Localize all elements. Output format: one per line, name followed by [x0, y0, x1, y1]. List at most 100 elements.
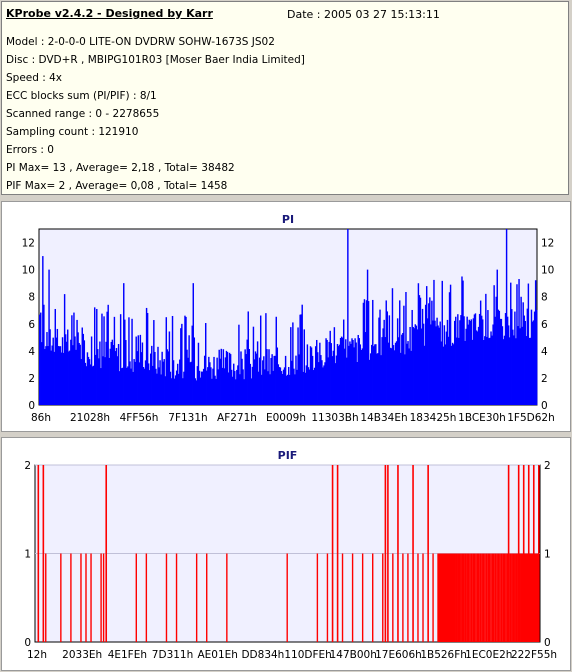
pif-bar	[443, 553, 446, 642]
pi-bar	[239, 374, 241, 405]
pi-bar	[399, 300, 401, 405]
pi-bar	[270, 357, 272, 405]
pif-xtick: 12h	[27, 649, 47, 661]
pi-bar	[448, 292, 451, 405]
pi-bar	[378, 317, 380, 405]
pi-bar	[146, 312, 149, 405]
pif-bar	[472, 553, 475, 642]
pi-bar	[159, 360, 161, 405]
pi-bar	[268, 349, 270, 405]
pi-bar	[214, 375, 216, 405]
pi-bar	[295, 355, 297, 405]
pi-bar	[342, 319, 345, 405]
pif-bar	[484, 553, 486, 642]
pi-bar	[118, 371, 121, 405]
pi-bar	[501, 326, 504, 405]
pi-bar	[209, 362, 211, 405]
pi-bar	[157, 346, 159, 405]
pi-bar	[143, 368, 146, 405]
pi-bar	[243, 379, 245, 405]
pif-bar	[526, 553, 529, 642]
pi-bar	[180, 328, 182, 405]
pif-bar	[102, 553, 105, 642]
pi-bar	[516, 284, 518, 405]
pi-bar	[360, 349, 363, 405]
pi-bar	[491, 335, 493, 405]
pi-bar	[529, 337, 532, 405]
pi-bar	[517, 326, 519, 405]
pi-bar	[311, 355, 314, 405]
pi-ytick-left: 0	[28, 400, 35, 412]
pi-bar	[388, 315, 391, 405]
pi-bar	[283, 367, 286, 405]
pi-bar	[206, 370, 208, 405]
pif-bar	[446, 553, 449, 642]
pi-bar	[479, 300, 482, 405]
pif-ytick-left: 2	[24, 460, 31, 472]
pi-bar	[356, 361, 358, 405]
pi-bar	[97, 349, 99, 405]
pif-bar	[481, 553, 483, 642]
pi-bar	[251, 366, 254, 405]
pi-bar	[176, 363, 179, 405]
pi-bar	[175, 370, 178, 405]
pif-ytick-right: 1	[544, 549, 551, 561]
pi-bar	[488, 338, 490, 405]
pif-bar	[402, 553, 404, 642]
pi-ytick-right: 8	[541, 292, 548, 304]
pif-bar	[464, 553, 467, 642]
pi-bar	[525, 336, 528, 405]
pi-bar	[469, 320, 471, 405]
pi-bar	[241, 358, 243, 405]
pi-bar	[354, 338, 356, 405]
pi-bar	[503, 335, 506, 405]
pi-bar	[217, 369, 219, 405]
pi-bar	[355, 342, 357, 405]
pi-bar	[422, 323, 425, 405]
pi-bar	[125, 340, 127, 405]
pi-bar	[333, 327, 336, 405]
pi-bar	[262, 360, 264, 405]
pi-bar	[237, 365, 239, 405]
pi-bar	[218, 349, 220, 405]
pi-bar	[373, 346, 375, 405]
pi-bar	[235, 379, 237, 405]
pi-bar	[110, 341, 113, 405]
pif-ytick-left: 1	[24, 549, 31, 561]
pi-bar	[535, 309, 538, 405]
pi-bar	[446, 319, 449, 405]
pi-bar	[197, 342, 200, 405]
pif-bar	[536, 553, 539, 642]
pi-bar	[171, 315, 174, 405]
pif-bar	[466, 553, 468, 642]
pif-bar	[100, 553, 102, 642]
pi-bar	[366, 269, 369, 405]
pi-bar	[191, 325, 193, 405]
pi-bar	[106, 311, 108, 405]
pi-bar	[335, 355, 338, 405]
pi-bar	[405, 291, 407, 405]
pi-bar	[430, 324, 432, 405]
pi-bar	[276, 347, 279, 405]
pi-bar	[102, 356, 104, 405]
pi-bar	[274, 355, 276, 405]
pi-bar	[172, 360, 175, 405]
pif-chart-panel: PIF 0 0 1 1 2 2 12h 2033Eh 4E1FEh 7D311h AE01Eh DD83…	[1, 437, 571, 671]
pi-bar	[50, 350, 52, 405]
pi-bar	[389, 347, 392, 405]
pi-bar	[136, 351, 138, 405]
pi-bar	[369, 353, 372, 405]
pi-bar	[463, 316, 465, 405]
pif-bar	[490, 553, 492, 642]
pi-bar	[350, 343, 352, 405]
pi-bar	[338, 344, 341, 405]
pi-bar	[410, 350, 412, 405]
pi-bar	[438, 327, 440, 405]
pif-bar	[85, 553, 87, 642]
pi-bar	[40, 312, 42, 405]
pi-bar	[226, 352, 229, 405]
errors-line: Errors : 0	[6, 144, 54, 156]
pi-bar	[160, 374, 162, 405]
pif-bar	[341, 553, 344, 642]
